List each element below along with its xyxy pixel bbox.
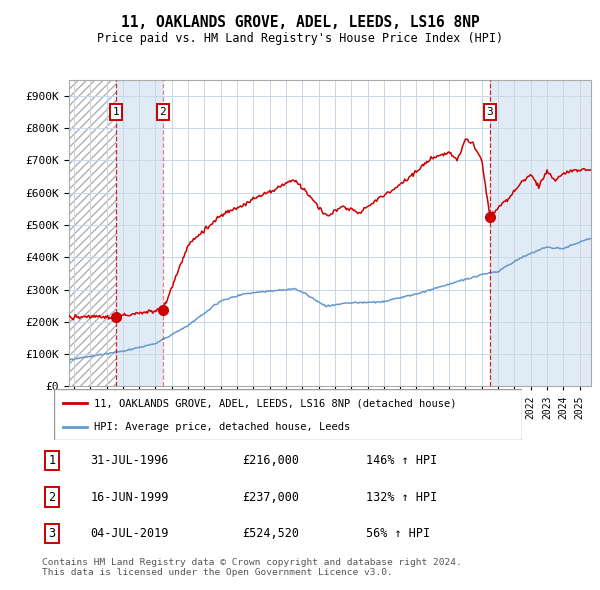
Text: 31-JUL-1996: 31-JUL-1996: [91, 454, 169, 467]
Text: 2: 2: [48, 490, 55, 504]
Text: Contains HM Land Registry data © Crown copyright and database right 2024.
This d: Contains HM Land Registry data © Crown c…: [42, 558, 462, 577]
FancyBboxPatch shape: [54, 389, 522, 440]
Text: 146% ↑ HPI: 146% ↑ HPI: [366, 454, 437, 467]
Text: £237,000: £237,000: [242, 490, 299, 504]
Text: 1: 1: [113, 107, 119, 117]
Text: £524,520: £524,520: [242, 527, 299, 540]
Text: 1: 1: [48, 454, 55, 467]
Text: 3: 3: [487, 107, 493, 117]
Text: 132% ↑ HPI: 132% ↑ HPI: [366, 490, 437, 504]
Bar: [490, 80, 591, 386]
Text: HPI: Average price, detached house, Leeds: HPI: Average price, detached house, Leed…: [94, 421, 350, 431]
Text: 2: 2: [160, 107, 166, 117]
Bar: [69, 80, 116, 386]
Text: 16-JUN-1999: 16-JUN-1999: [91, 490, 169, 504]
Text: 11, OAKLANDS GROVE, ADEL, LEEDS, LS16 8NP: 11, OAKLANDS GROVE, ADEL, LEEDS, LS16 8N…: [121, 15, 479, 30]
Text: 56% ↑ HPI: 56% ↑ HPI: [366, 527, 430, 540]
Text: 04-JUL-2019: 04-JUL-2019: [91, 527, 169, 540]
Text: 3: 3: [48, 527, 55, 540]
Text: 11, OAKLANDS GROVE, ADEL, LEEDS, LS16 8NP (detached house): 11, OAKLANDS GROVE, ADEL, LEEDS, LS16 8N…: [94, 398, 456, 408]
Bar: [116, 80, 163, 386]
Text: Price paid vs. HM Land Registry's House Price Index (HPI): Price paid vs. HM Land Registry's House …: [97, 32, 503, 45]
Text: £216,000: £216,000: [242, 454, 299, 467]
